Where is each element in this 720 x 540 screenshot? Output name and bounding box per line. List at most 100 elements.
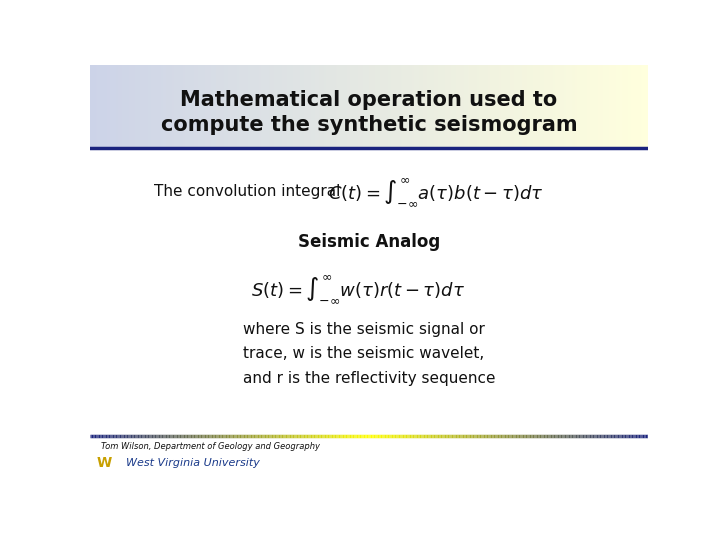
FancyBboxPatch shape: [266, 65, 269, 148]
FancyBboxPatch shape: [462, 65, 464, 148]
FancyBboxPatch shape: [418, 65, 419, 148]
FancyBboxPatch shape: [587, 65, 588, 148]
FancyBboxPatch shape: [635, 65, 637, 148]
FancyBboxPatch shape: [278, 65, 280, 148]
FancyBboxPatch shape: [486, 65, 488, 148]
FancyBboxPatch shape: [112, 65, 114, 148]
FancyBboxPatch shape: [472, 65, 473, 148]
FancyBboxPatch shape: [183, 65, 185, 148]
FancyBboxPatch shape: [365, 65, 367, 148]
FancyBboxPatch shape: [122, 65, 124, 148]
FancyBboxPatch shape: [423, 65, 425, 148]
FancyBboxPatch shape: [330, 65, 332, 148]
FancyBboxPatch shape: [194, 65, 196, 148]
FancyBboxPatch shape: [641, 65, 642, 148]
FancyBboxPatch shape: [609, 65, 611, 148]
FancyBboxPatch shape: [253, 65, 256, 148]
FancyBboxPatch shape: [644, 65, 646, 148]
FancyBboxPatch shape: [287, 65, 289, 148]
FancyBboxPatch shape: [272, 65, 274, 148]
FancyBboxPatch shape: [546, 65, 547, 148]
Text: W: W: [96, 456, 112, 470]
FancyBboxPatch shape: [453, 65, 454, 148]
FancyBboxPatch shape: [285, 65, 287, 148]
FancyBboxPatch shape: [514, 65, 516, 148]
FancyBboxPatch shape: [536, 65, 539, 148]
FancyBboxPatch shape: [222, 65, 224, 148]
FancyBboxPatch shape: [549, 65, 552, 148]
FancyBboxPatch shape: [488, 65, 490, 148]
FancyBboxPatch shape: [114, 65, 116, 148]
FancyBboxPatch shape: [464, 65, 466, 148]
FancyBboxPatch shape: [499, 65, 501, 148]
FancyBboxPatch shape: [547, 65, 549, 148]
FancyBboxPatch shape: [590, 65, 593, 148]
FancyBboxPatch shape: [434, 65, 436, 148]
FancyBboxPatch shape: [351, 65, 352, 148]
FancyBboxPatch shape: [440, 65, 441, 148]
FancyBboxPatch shape: [220, 65, 222, 148]
FancyBboxPatch shape: [601, 65, 603, 148]
FancyBboxPatch shape: [310, 65, 311, 148]
FancyBboxPatch shape: [400, 65, 402, 148]
FancyBboxPatch shape: [393, 65, 395, 148]
FancyBboxPatch shape: [380, 65, 382, 148]
FancyBboxPatch shape: [402, 65, 405, 148]
FancyBboxPatch shape: [438, 65, 440, 148]
FancyBboxPatch shape: [131, 65, 132, 148]
FancyBboxPatch shape: [224, 65, 226, 148]
FancyBboxPatch shape: [258, 65, 259, 148]
FancyBboxPatch shape: [572, 65, 574, 148]
FancyBboxPatch shape: [326, 65, 328, 148]
FancyBboxPatch shape: [153, 65, 155, 148]
FancyBboxPatch shape: [338, 65, 339, 148]
FancyBboxPatch shape: [598, 65, 600, 148]
FancyBboxPatch shape: [339, 65, 341, 148]
FancyBboxPatch shape: [304, 65, 306, 148]
FancyBboxPatch shape: [503, 65, 505, 148]
FancyBboxPatch shape: [421, 65, 423, 148]
FancyBboxPatch shape: [615, 65, 616, 148]
FancyBboxPatch shape: [190, 65, 192, 148]
FancyBboxPatch shape: [298, 65, 300, 148]
FancyBboxPatch shape: [387, 65, 390, 148]
FancyBboxPatch shape: [176, 65, 177, 148]
FancyBboxPatch shape: [150, 65, 151, 148]
FancyBboxPatch shape: [289, 65, 291, 148]
FancyBboxPatch shape: [228, 65, 230, 148]
Text: where S is the seismic signal or
trace, w is the seismic wavelet,
and r is the r: where S is the seismic signal or trace, …: [243, 322, 495, 386]
FancyBboxPatch shape: [142, 65, 144, 148]
FancyBboxPatch shape: [211, 65, 213, 148]
FancyBboxPatch shape: [239, 65, 240, 148]
FancyBboxPatch shape: [445, 65, 447, 148]
FancyBboxPatch shape: [354, 65, 356, 148]
FancyBboxPatch shape: [631, 65, 633, 148]
FancyBboxPatch shape: [341, 65, 343, 148]
FancyBboxPatch shape: [317, 65, 319, 148]
FancyBboxPatch shape: [419, 65, 421, 148]
Text: Seismic Analog: Seismic Analog: [298, 233, 440, 251]
FancyBboxPatch shape: [628, 65, 629, 148]
FancyBboxPatch shape: [226, 65, 228, 148]
FancyBboxPatch shape: [410, 65, 412, 148]
FancyBboxPatch shape: [189, 65, 190, 148]
FancyBboxPatch shape: [307, 65, 310, 148]
FancyBboxPatch shape: [581, 65, 583, 148]
FancyBboxPatch shape: [291, 65, 293, 148]
FancyBboxPatch shape: [611, 65, 613, 148]
FancyBboxPatch shape: [490, 65, 492, 148]
FancyBboxPatch shape: [596, 65, 598, 148]
FancyBboxPatch shape: [378, 65, 380, 148]
Text: West Virginia University: West Virginia University: [126, 458, 260, 468]
FancyBboxPatch shape: [161, 65, 163, 148]
Text: The convolution integral: The convolution integral: [154, 184, 341, 199]
FancyBboxPatch shape: [138, 65, 140, 148]
FancyBboxPatch shape: [343, 65, 345, 148]
FancyBboxPatch shape: [444, 65, 445, 148]
FancyBboxPatch shape: [269, 65, 271, 148]
Text: $S(t) = \int_{-\infty}^{\infty} w(\tau)r(t-\tau)d\tau$: $S(t) = \int_{-\infty}^{\infty} w(\tau)r…: [251, 273, 465, 305]
FancyBboxPatch shape: [110, 65, 112, 148]
FancyBboxPatch shape: [495, 65, 498, 148]
FancyBboxPatch shape: [577, 65, 579, 148]
FancyBboxPatch shape: [205, 65, 207, 148]
